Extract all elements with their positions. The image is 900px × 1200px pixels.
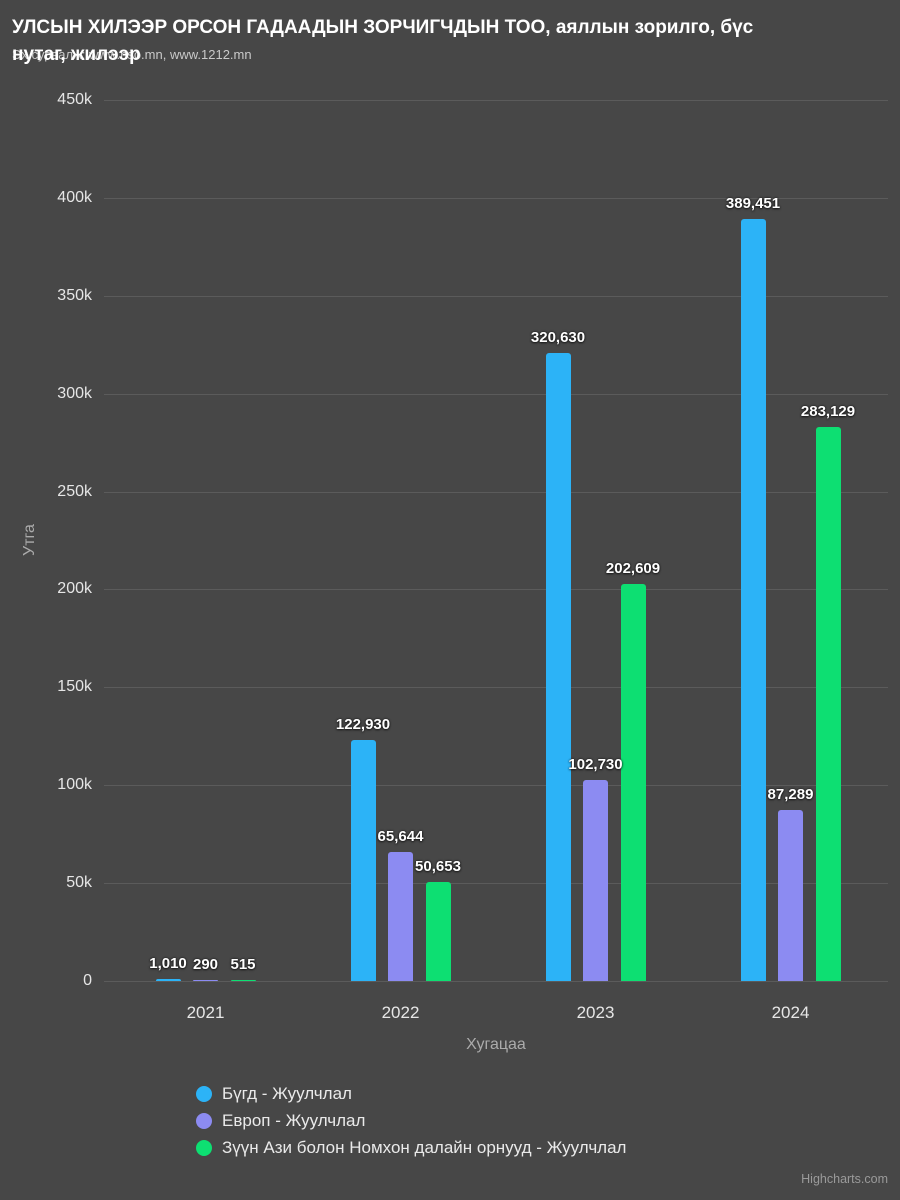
bar-2023-series-2[interactable] <box>583 780 608 981</box>
chart-subtitle: Эх сурвалж: www.nso.mn, www.1212.mn <box>12 47 252 62</box>
bar-2024-series-3[interactable] <box>815 427 841 981</box>
bar-data-label: 87,289 <box>767 786 814 803</box>
highcharts-credit-link[interactable]: Highcharts.com <box>801 1172 888 1186</box>
y-axis-tick-label: 100k <box>57 776 92 794</box>
x-axis-category-label: 2024 <box>771 1003 810 1022</box>
bar-data-label: 290 <box>192 956 219 973</box>
y-axis-tick-label: 300k <box>57 384 92 402</box>
bar-2022-series-2[interactable] <box>388 852 413 981</box>
bar-2023-series-3[interactable] <box>620 584 646 981</box>
y-gridline <box>104 687 888 689</box>
y-gridline <box>104 491 888 493</box>
bar-data-label: 1,010 <box>149 955 187 972</box>
y-gridline <box>104 785 888 787</box>
bar-2022-series-3[interactable] <box>425 882 451 981</box>
bar-2021-series-2[interactable] <box>193 980 218 981</box>
legend-marker-icon <box>196 1140 212 1156</box>
chart-title: УЛСЫН ХИЛЭЭР ОРСОН ГАДААДЫН ЗОРЧИГЧДЫН Т… <box>12 17 754 65</box>
y-axis-title: Утга <box>21 524 38 556</box>
legend: Бүгд - Жуулчлал Европ - Жуулчлал Зүүн Ази … <box>196 1084 626 1158</box>
legend-item-label: Зүүн Ази болон Номхон далайн орнууд - Жу… <box>222 1138 627 1157</box>
legend-item[interactable]: Бүгд - Жуулчлал <box>196 1084 626 1104</box>
bar-data-label: 65,644 <box>377 828 424 845</box>
y-axis-tick-label: 50k <box>66 874 92 892</box>
bar-2022-series-1[interactable] <box>350 740 376 981</box>
y-gridline <box>104 883 888 885</box>
legend-item[interactable]: Европ - Жуулчлал <box>196 1111 626 1131</box>
legend-item-label: Европ - Жуулчлал <box>222 1111 366 1130</box>
bar-data-label: 202,609 <box>605 560 661 577</box>
y-axis-tick-label: 250k <box>57 482 92 500</box>
y-gridline <box>104 981 888 982</box>
legend-marker-icon <box>196 1086 212 1102</box>
legend-marker-icon <box>196 1113 212 1129</box>
bar-data-label: 50,653 <box>415 858 461 875</box>
bar-2021-series-1[interactable] <box>155 979 181 981</box>
bar-data-label: 122,930 <box>335 716 391 733</box>
bar-data-label: 102,730 <box>568 756 623 773</box>
bar-2024-series-2[interactable] <box>778 810 803 981</box>
legend-item[interactable]: Зүүн Ази болон Номхон далайн орнууд - Жу… <box>196 1138 626 1158</box>
y-axis-tick-label: 350k <box>57 286 92 304</box>
x-axis-category-label: 2022 <box>381 1003 420 1022</box>
bar-2021-series-3[interactable] <box>230 980 256 981</box>
legend-item-label: Бүгд - Жуулчлал <box>222 1084 352 1103</box>
bar-data-label: 389,451 <box>725 195 781 212</box>
y-gridline <box>104 100 888 101</box>
y-axis-tick-label: 0 <box>83 972 92 989</box>
bar-2023-series-1[interactable] <box>545 353 571 981</box>
bar-data-label: 320,630 <box>530 329 586 346</box>
x-axis-title: Хугацаа <box>466 1036 526 1053</box>
bar-data-label: 283,129 <box>800 403 856 420</box>
bar-data-label: 515 <box>230 956 256 973</box>
bar-2024-series-1[interactable] <box>740 219 766 981</box>
y-gridline <box>104 295 888 297</box>
y-axis-tick-label: 450k <box>57 91 92 108</box>
y-axis-tick-label: 150k <box>57 678 92 696</box>
y-gridline <box>104 393 888 395</box>
y-axis-tick-label: 200k <box>57 580 92 598</box>
y-gridline <box>104 589 888 591</box>
y-gridline <box>104 197 888 199</box>
x-axis-category-label: 2021 <box>186 1003 225 1022</box>
y-axis-tick-label: 400k <box>57 188 92 206</box>
x-axis-category-label: 2023 <box>576 1003 615 1022</box>
